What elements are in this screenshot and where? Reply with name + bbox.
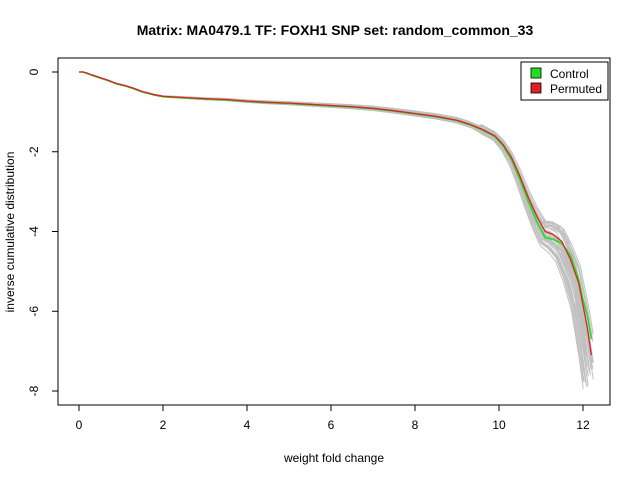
legend: Control Permuted	[520, 61, 609, 101]
legend-swatch-control	[530, 67, 542, 79]
background-line	[79, 71, 589, 386]
x-tick-label: 4	[244, 418, 251, 432]
background-line	[79, 71, 591, 376]
background-line	[79, 71, 594, 369]
background-line	[79, 71, 592, 361]
background-line	[79, 71, 593, 335]
background-line	[79, 71, 594, 335]
x-axis: 0 2 4 6 8 10 12	[76, 404, 590, 432]
background-line	[79, 71, 592, 364]
background-line	[79, 71, 585, 383]
background-line	[79, 71, 594, 342]
background-line	[79, 71, 593, 363]
plot-frame	[57, 57, 611, 406]
background-line	[79, 71, 590, 373]
background-line	[79, 71, 587, 351]
series-line-control	[79, 71, 593, 340]
x-tick-label: 12	[576, 418, 590, 432]
background-line	[79, 71, 594, 364]
background-line	[79, 71, 587, 356]
x-tick-label: 2	[160, 418, 167, 432]
background-line	[79, 71, 585, 331]
x-axis-label: weight fold change	[283, 451, 384, 465]
background-line	[79, 71, 591, 359]
background-line	[79, 71, 588, 331]
background-line	[79, 71, 587, 333]
series-line-permuted	[79, 71, 593, 356]
background-line	[79, 71, 584, 389]
y-axis-label: inverse cumulative distribution	[3, 152, 17, 313]
background-line	[79, 71, 589, 331]
y-tick-label: -8	[27, 385, 41, 396]
y-tick-label: -4	[27, 226, 41, 237]
background-line	[79, 71, 587, 368]
series-lines	[79, 71, 593, 356]
legend-box	[520, 61, 609, 101]
background-line	[79, 71, 586, 331]
background-line	[79, 71, 586, 355]
x-tick-label: 6	[328, 418, 335, 432]
background-line	[79, 71, 588, 388]
legend-label-permuted: Permuted	[550, 82, 602, 96]
x-tick-label: 10	[492, 418, 506, 432]
y-tick-label: -2	[27, 146, 41, 157]
background-line	[79, 71, 592, 366]
background-line	[79, 71, 586, 383]
background-line	[79, 71, 585, 336]
x-tick-label: 0	[76, 418, 83, 432]
background-line	[79, 71, 589, 335]
chart-title: Matrix: MA0479.1 TF: FOXH1 SNP set: rand…	[137, 22, 534, 38]
background-line	[79, 71, 585, 374]
background-line	[79, 71, 588, 349]
background-line	[79, 71, 593, 359]
legend-label-control: Control	[550, 67, 589, 81]
y-tick-label: 0	[27, 68, 41, 75]
background-line	[79, 71, 586, 325]
background-line	[79, 71, 591, 330]
background-line	[79, 71, 589, 377]
background-line	[79, 71, 594, 380]
legend-swatch-permuted	[530, 82, 542, 94]
y-axis: 0 -2 -4 -6 -8	[27, 68, 59, 396]
background-line	[79, 71, 592, 370]
background-line	[79, 71, 589, 367]
background-line	[79, 71, 584, 382]
background-line	[79, 71, 591, 359]
background-line	[79, 71, 585, 370]
x-tick-label: 8	[412, 418, 419, 432]
y-tick-label: -6	[27, 306, 41, 317]
background-permutation-lines	[79, 71, 594, 389]
